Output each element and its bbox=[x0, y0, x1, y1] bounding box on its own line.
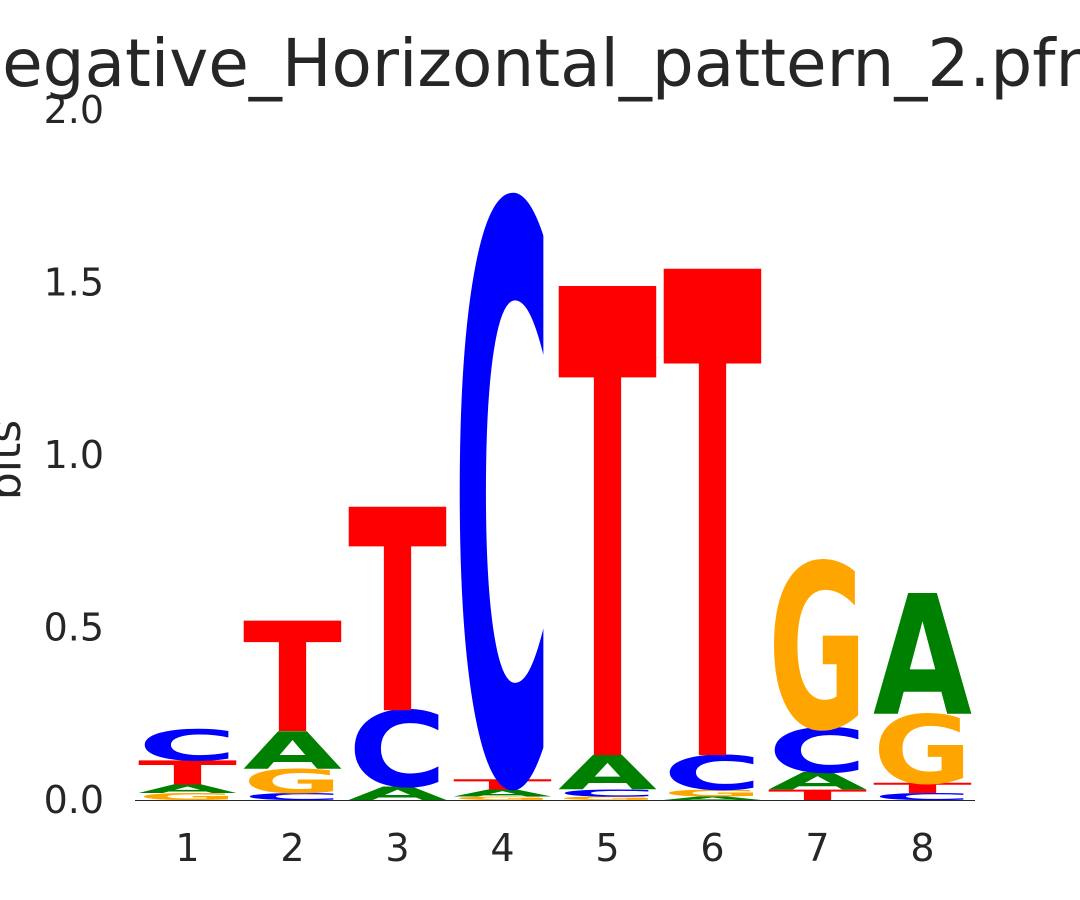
x-tick-label: 6 bbox=[700, 826, 724, 870]
y-tick-label: 0.5 bbox=[44, 606, 104, 650]
x-tick-label: 5 bbox=[595, 826, 619, 870]
y-tick-label: 2.0 bbox=[44, 88, 104, 132]
x-tick-label: 2 bbox=[280, 826, 304, 870]
logo-letter-c: C bbox=[453, 46, 552, 900]
logo-letter-g: G bbox=[453, 796, 552, 801]
logo-letter-t: T bbox=[138, 754, 237, 793]
y-tick-label: 1.0 bbox=[44, 433, 104, 477]
logo-letter-a: A bbox=[768, 768, 867, 796]
logo-letter-t: T bbox=[348, 452, 447, 777]
y-axis: 0.0 0.5 1.0 1.5 2.0 bbox=[44, 88, 104, 822]
logo-letter-g: G bbox=[873, 695, 972, 806]
logo-letter-c: C bbox=[348, 690, 447, 811]
logo-letter-g: G bbox=[663, 788, 762, 799]
logo-letter-c: C bbox=[873, 791, 972, 802]
logo-letter-a: A bbox=[453, 788, 552, 799]
logo-letter-t: T bbox=[243, 590, 342, 767]
logo-letter-c: C bbox=[663, 746, 762, 801]
logo-letter-c: C bbox=[138, 721, 237, 771]
x-tick-label: 8 bbox=[910, 826, 934, 870]
y-axis-label: bits bbox=[0, 420, 31, 500]
logo-letter-a: A bbox=[663, 796, 762, 801]
x-tick-label: 4 bbox=[490, 826, 514, 870]
logo-letter-a: A bbox=[138, 782, 237, 796]
logo-letter-t: T bbox=[453, 777, 552, 794]
x-tick-label: 1 bbox=[175, 826, 199, 870]
logo-letter-t: T bbox=[873, 780, 972, 797]
chart-title: negative_Horizontal_pattern_2.pfm bbox=[0, 25, 1080, 102]
logo-letter-a: A bbox=[873, 560, 972, 753]
x-tick-label: 7 bbox=[805, 826, 829, 870]
y-tick-label: 1.5 bbox=[44, 261, 104, 305]
logo-letter-a: A bbox=[243, 721, 343, 782]
logo-letter-a: A bbox=[348, 782, 447, 804]
logo-letter-g: G bbox=[558, 796, 657, 801]
logo-letter-t: T bbox=[663, 136, 763, 900]
logo-letter-c: C bbox=[243, 791, 342, 802]
logo-letter-c: C bbox=[558, 788, 657, 799]
logo-letter-t: T bbox=[558, 159, 658, 900]
x-axis: 1 2 3 4 5 6 7 8 bbox=[175, 826, 934, 870]
logo-letter-g: G bbox=[768, 516, 867, 781]
x-tick-label: 3 bbox=[385, 826, 409, 870]
logo-letter-c: C bbox=[768, 715, 867, 787]
logo-letter-a: A bbox=[558, 746, 657, 801]
y-tick-label: 0.0 bbox=[44, 778, 104, 822]
logo-letter-g: G bbox=[138, 791, 237, 802]
logo-letter-g: G bbox=[243, 762, 342, 801]
logo-letter-t: T bbox=[768, 787, 867, 804]
